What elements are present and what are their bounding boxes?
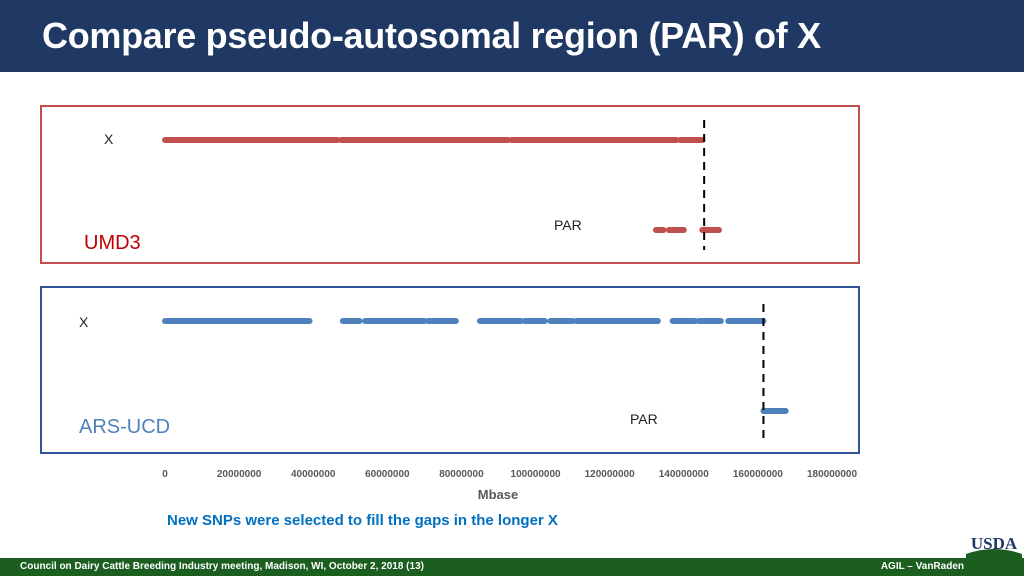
footer-citation: Council on Dairy Cattle Breeding Industr… bbox=[20, 561, 424, 572]
ars-assembly-label: ARS-UCD bbox=[79, 416, 170, 438]
slide-note: New SNPs were selected to fill the gaps … bbox=[167, 512, 558, 529]
ars-marks bbox=[162, 304, 789, 442]
panel-ars-ucd-frame bbox=[40, 286, 860, 454]
par-comparison-chart: X PAR UMD3 X PAR ARS-UCD 0 20000000 400000… bbox=[40, 105, 860, 500]
x-tick-label: 140000000 bbox=[659, 469, 709, 480]
footer-bar: Council on Dairy Cattle Breeding Industr… bbox=[0, 558, 1024, 576]
umd3-x-row-label: X bbox=[104, 131, 114, 147]
x-tick-label: 20000000 bbox=[217, 469, 262, 480]
x-tick-label: 80000000 bbox=[439, 469, 484, 480]
x-axis-label: Mbase bbox=[478, 487, 518, 500]
ars-par-label: PAR bbox=[630, 411, 658, 427]
usda-logo: USDA bbox=[966, 534, 1022, 558]
x-tick-label: 40000000 bbox=[291, 469, 336, 480]
title-bar: Compare pseudo-autosomal region (PAR) of… bbox=[0, 0, 1024, 72]
panel-umd3: X PAR UMD3 bbox=[40, 105, 860, 264]
panel-ars-ucd: X PAR ARS-UCD bbox=[40, 286, 860, 454]
x-tick-label: 100000000 bbox=[511, 469, 561, 480]
x-tick-label: 60000000 bbox=[365, 469, 410, 480]
ars-x-row-label: X bbox=[79, 314, 89, 330]
umd3-marks bbox=[162, 120, 722, 250]
usda-logo-text: USDA bbox=[971, 534, 1018, 553]
x-tick-label: 180000000 bbox=[807, 469, 857, 480]
umd3-par-label: PAR bbox=[554, 217, 582, 233]
x-tick-label: 160000000 bbox=[733, 469, 783, 480]
panel-umd3-frame bbox=[40, 105, 860, 264]
x-axis: 0 20000000 40000000 60000000 80000000 1000000… bbox=[162, 469, 857, 480]
footer-author: AGIL – VanRaden bbox=[880, 561, 964, 572]
x-tick-label: 0 bbox=[162, 469, 168, 480]
umd3-assembly-label: UMD3 bbox=[84, 232, 141, 254]
slide-title: Compare pseudo-autosomal region (PAR) of… bbox=[42, 15, 821, 56]
x-tick-label: 120000000 bbox=[585, 469, 635, 480]
